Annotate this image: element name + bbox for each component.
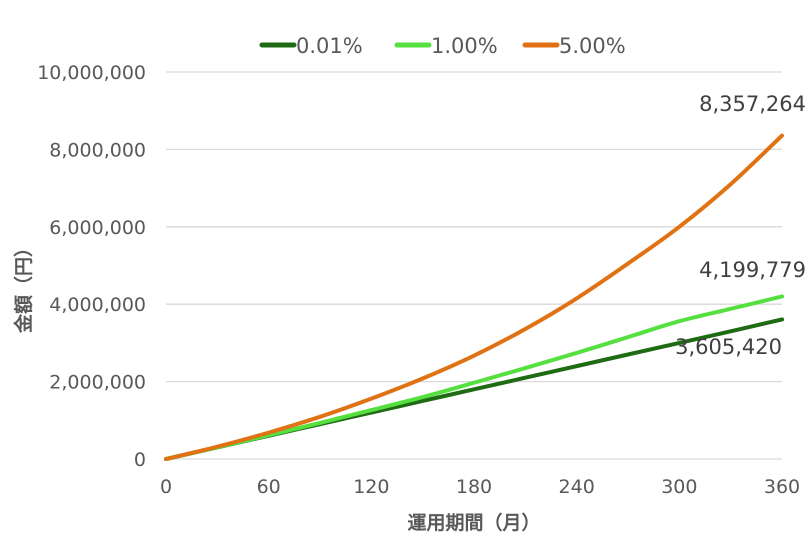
x-tick-label: 180 xyxy=(456,476,492,498)
x-tick-label: 60 xyxy=(257,476,281,498)
y-tick-label: 2,000,000 xyxy=(49,372,146,394)
x-tick-label: 0 xyxy=(160,476,172,498)
data-label-0: 3,605,420 xyxy=(675,335,782,359)
data-label-1: 4,199,779 xyxy=(699,258,806,282)
y-tick-label: 4,000,000 xyxy=(49,294,146,316)
y-tick-label: 0 xyxy=(134,449,146,471)
legend-label-2: 5.00% xyxy=(559,34,626,58)
data-label-2: 8,357,264 xyxy=(699,92,806,116)
legend-label-0: 0.01% xyxy=(296,34,363,58)
y-tick-label: 10,000,000 xyxy=(37,62,146,84)
x-axis-title: 運用期間（月） xyxy=(407,511,540,534)
y-tick-label: 6,000,000 xyxy=(49,217,146,239)
x-tick-label: 300 xyxy=(661,476,697,498)
series-line-2 xyxy=(164,133,784,461)
series-line-1 xyxy=(164,294,784,461)
x-tick-label: 360 xyxy=(764,476,800,498)
y-axis-title: 金額（円） xyxy=(12,238,35,334)
x-tick-label: 120 xyxy=(353,476,389,498)
legend-label-1: 1.00% xyxy=(431,34,498,58)
y-tick-label: 8,000,000 xyxy=(49,139,146,161)
x-tick-label: 240 xyxy=(559,476,595,498)
